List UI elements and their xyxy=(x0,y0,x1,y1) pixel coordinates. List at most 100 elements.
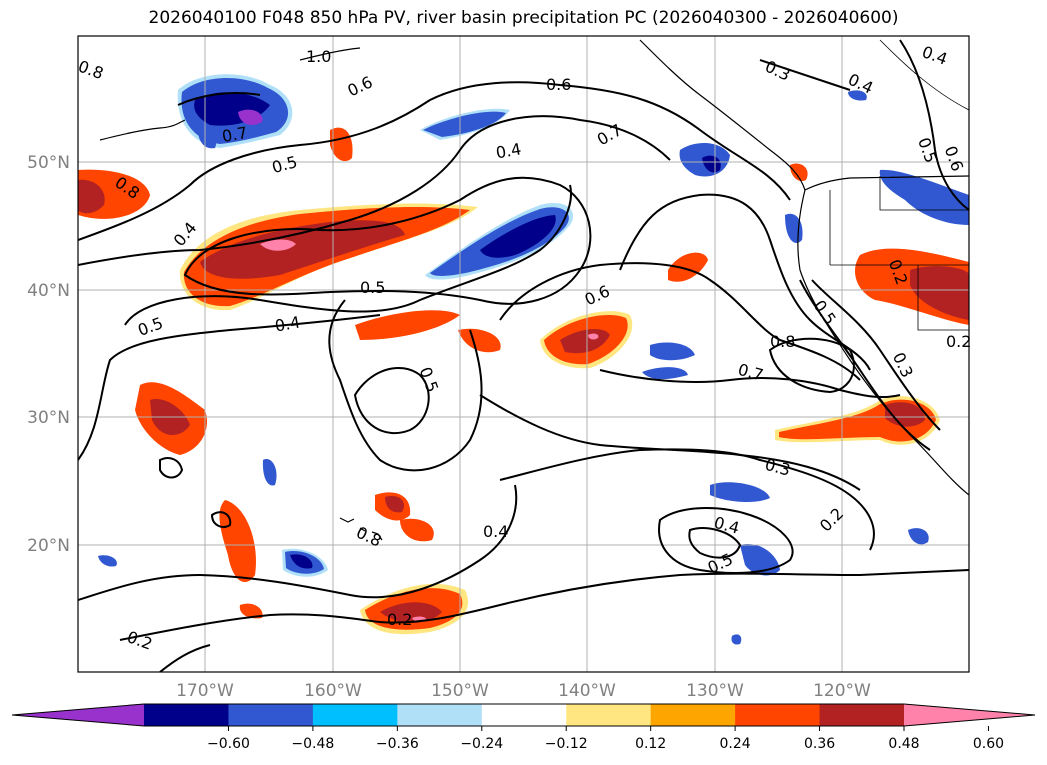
precip-area-168w xyxy=(239,603,263,619)
precip-area-band xyxy=(260,239,296,251)
precip-area-140w xyxy=(588,333,599,340)
pv-contour-line xyxy=(78,484,518,601)
colorbar-segment xyxy=(650,704,736,726)
precip-area-band xyxy=(200,220,405,279)
lon-label-160w: 160°W xyxy=(304,681,362,701)
precip-area-negative-158w xyxy=(423,111,506,137)
precip-area-hawaii xyxy=(385,496,405,513)
colorbar-tick-label: 0.60 xyxy=(973,736,1004,752)
colorbar-outline xyxy=(11,703,1036,727)
colorbar-segment xyxy=(566,704,652,726)
pv-contour-line xyxy=(183,176,592,305)
colorbar-tick-label: −0.60 xyxy=(207,736,250,752)
precip-area-negative-25n xyxy=(710,482,770,502)
pv-contour-line xyxy=(688,527,742,559)
contour-label: 0.2 xyxy=(387,610,412,629)
pv-contour-line xyxy=(768,337,855,394)
colorbar-segment xyxy=(819,704,905,726)
pv-contour-line xyxy=(759,59,851,91)
colorbar-extend-max xyxy=(904,704,1035,726)
pv-contour-line xyxy=(78,115,671,266)
pv-contour-line xyxy=(619,193,871,371)
precip-area-negative-coast xyxy=(879,169,969,225)
pv-contour-line xyxy=(78,81,791,241)
latitude-labels: 50°N 40°N 30°N 20°N xyxy=(27,153,70,556)
pv-contours xyxy=(78,39,969,672)
precip-area-west xyxy=(78,179,105,214)
precip-area-155w xyxy=(355,310,460,340)
lon-label-170w: 170°W xyxy=(176,681,234,701)
contour-label: 0.6 xyxy=(546,75,571,94)
pv-contour-line xyxy=(119,569,969,641)
colorbar-segment xyxy=(228,704,314,726)
precip-area-150w xyxy=(380,602,442,623)
pv-contour-line xyxy=(811,279,941,431)
lat-label-50n: 50°N xyxy=(27,153,70,173)
pv-contour-line xyxy=(124,184,572,326)
colorbar-extend-min xyxy=(12,704,144,726)
pv-contour-line xyxy=(499,448,875,551)
contour-label: 0.4 xyxy=(494,139,522,162)
precip-area-negative-small xyxy=(731,634,742,645)
colorbar-tick-label: 0.48 xyxy=(888,736,919,752)
precip-area-168w xyxy=(219,500,256,583)
pv-contour-line xyxy=(328,299,483,472)
pv-contour-line xyxy=(658,507,794,574)
precip-area-small xyxy=(790,163,808,182)
precip-area-negative-small xyxy=(848,90,867,101)
precip-area-negative-20n xyxy=(740,544,780,576)
colorbar-tick-label: −0.12 xyxy=(545,736,588,752)
colorbar-tick-label: 0.24 xyxy=(720,736,751,752)
precip-area-negative-35n xyxy=(650,342,695,361)
colorbar: −0.60 −0.48 −0.36 −0.24 −0.12 0.12 0.24 0.36 0.4… xyxy=(11,703,1036,752)
lat-label-30n: 30°N xyxy=(27,408,70,428)
pv-contour-line xyxy=(78,314,381,461)
lat-label-20n: 20°N xyxy=(27,536,70,556)
colorbar-segment xyxy=(481,704,567,726)
pv-contour-line xyxy=(159,457,184,479)
colorbar-segment xyxy=(397,704,483,726)
pv-contour-line xyxy=(599,369,901,399)
precip-area-negative-165w xyxy=(290,554,313,569)
lat-label-40n: 40°N xyxy=(27,281,70,301)
pv-contour-line xyxy=(353,366,430,435)
contour-label: 0.2 xyxy=(946,332,971,351)
pv-contour-line xyxy=(177,92,261,106)
precip-area-negative-small xyxy=(98,555,117,567)
lon-label-150w: 150°W xyxy=(431,681,489,701)
lon-label-120w: 120°W xyxy=(813,681,871,701)
colorbar-segment xyxy=(735,704,821,726)
pv-contour-line xyxy=(499,262,861,381)
pv-contour-line xyxy=(159,644,211,672)
colorbar-tick-label: −0.36 xyxy=(376,736,419,752)
precip-area-negative-small xyxy=(908,528,929,545)
precip-area-negative-aleutian xyxy=(238,109,263,125)
colorbar-tick-label: 0.36 xyxy=(804,736,835,752)
contour-label: 0.7 xyxy=(220,123,248,146)
contour-label: 1.0 xyxy=(306,47,331,66)
map-title: 2026040100 F048 850 hPa PV, river basin … xyxy=(148,8,899,28)
contour-label: 0.8 xyxy=(770,332,795,351)
precip-area-133w xyxy=(668,252,708,282)
lon-label-130w: 130°W xyxy=(686,681,744,701)
longitude-labels: 170°W 160°W 150°W 140°W 130°W 120°W xyxy=(176,681,871,701)
pv-contour-line xyxy=(210,511,232,528)
colorbar-tick-label: −0.48 xyxy=(291,736,334,752)
precip-area-negative-132w xyxy=(702,155,721,173)
map-frame xyxy=(77,35,970,673)
pv-contour-line xyxy=(899,39,969,211)
precip-area-negative-35n xyxy=(642,367,688,380)
contour-label: 0.5 xyxy=(360,278,385,297)
contour-label: 0.4 xyxy=(273,312,301,335)
precip-area-coast-south xyxy=(885,402,925,427)
precip-area-small xyxy=(330,127,353,162)
precip-shading xyxy=(78,74,969,645)
precip-area-negative-150w xyxy=(480,215,556,258)
colorbar-tick-label: −0.24 xyxy=(460,736,503,752)
lon-label-140w: 140°W xyxy=(558,681,616,701)
precip-area-negative-small xyxy=(262,459,277,486)
contour-label: 0.4 xyxy=(483,522,508,541)
colorbar-tick-label: 0.12 xyxy=(635,736,666,752)
precip-area-coast-north xyxy=(910,266,969,320)
